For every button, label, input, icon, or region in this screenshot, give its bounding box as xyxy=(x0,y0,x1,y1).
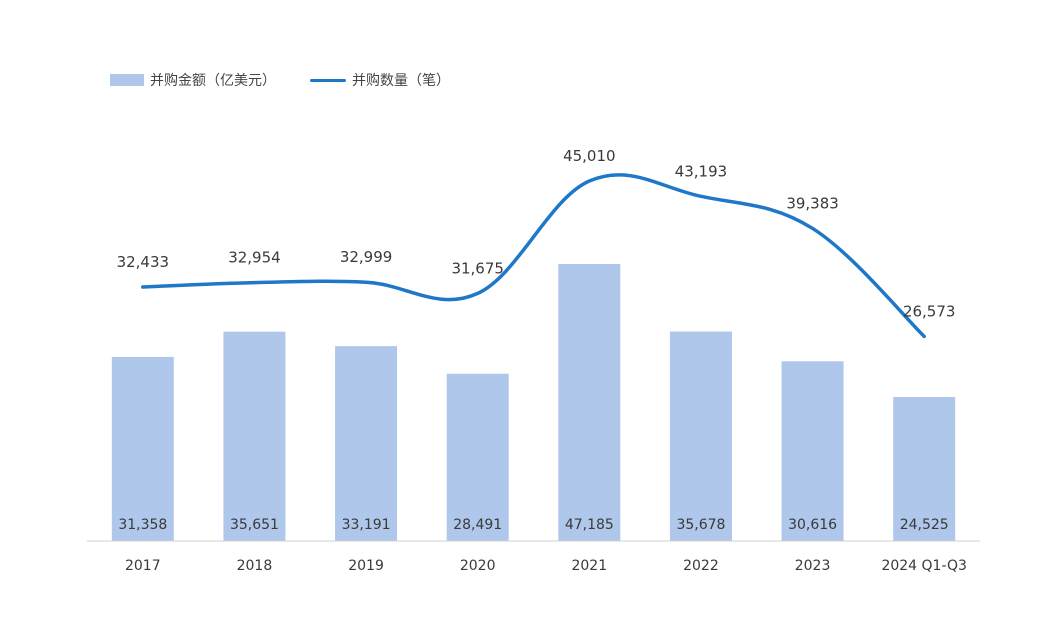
x-tick-label: 2024 Q1-Q3 xyxy=(881,558,967,574)
line-data-label: 31,675 xyxy=(451,259,504,277)
legend-item-amount: 并购金额（亿美元） xyxy=(110,70,276,90)
x-tick-label: 2023 xyxy=(795,558,831,574)
line-point-1 xyxy=(252,281,256,285)
line-data-label: 32,999 xyxy=(340,248,393,266)
line-point-5 xyxy=(699,194,703,198)
bar-7 xyxy=(893,397,956,541)
bar-2 xyxy=(335,346,398,541)
line-data-label: 32,954 xyxy=(228,249,281,267)
legend-item-count: 并购数量（笔） xyxy=(310,70,450,90)
bar-data-label: 28,491 xyxy=(453,517,502,533)
line-point-6 xyxy=(811,226,815,230)
line-point-4 xyxy=(587,179,591,183)
bar-data-label: 33,191 xyxy=(342,517,391,533)
legend-label-amount: 并购金额（亿美元） xyxy=(150,73,276,89)
bar-data-label: 31,358 xyxy=(118,517,167,533)
bar-data-label: 35,651 xyxy=(230,517,279,533)
x-tick-label: 2017 xyxy=(125,558,161,574)
x-tick-label: 2020 xyxy=(460,558,496,574)
line-point-0 xyxy=(141,285,145,289)
bar-data-label: 47,185 xyxy=(565,517,614,533)
legend: 并购金额（亿美元） 并购数量（笔） xyxy=(110,70,450,90)
line-data-label: 39,383 xyxy=(786,194,839,212)
line-data-label: 32,433 xyxy=(117,253,170,271)
line-data-label: 45,010 xyxy=(563,147,616,165)
series-line-count xyxy=(141,173,926,339)
line-point-7 xyxy=(922,334,926,338)
line-data-label: 43,193 xyxy=(675,162,728,180)
bar-data-label: 24,525 xyxy=(900,517,949,533)
bar-data-label: 35,678 xyxy=(676,517,725,533)
x-tick-label: 2019 xyxy=(348,558,384,574)
line-data-label: 26,573 xyxy=(903,302,956,320)
bar-3 xyxy=(446,373,509,541)
bar-4 xyxy=(558,264,621,541)
bar-6 xyxy=(781,361,844,541)
x-tick-label: 2022 xyxy=(683,558,719,574)
legend-swatch-line xyxy=(310,78,346,82)
legend-swatch-bar xyxy=(110,74,144,86)
bar-data-label: 30,616 xyxy=(788,517,837,533)
bar-1 xyxy=(223,331,286,541)
bar-5 xyxy=(669,331,732,541)
bar-0 xyxy=(111,356,174,541)
line-point-3 xyxy=(476,291,480,295)
legend-label-count: 并购数量（笔） xyxy=(352,73,450,89)
x-tick-label: 2018 xyxy=(237,558,273,574)
line-point-2 xyxy=(364,280,368,284)
x-tick-label: 2021 xyxy=(571,558,607,574)
